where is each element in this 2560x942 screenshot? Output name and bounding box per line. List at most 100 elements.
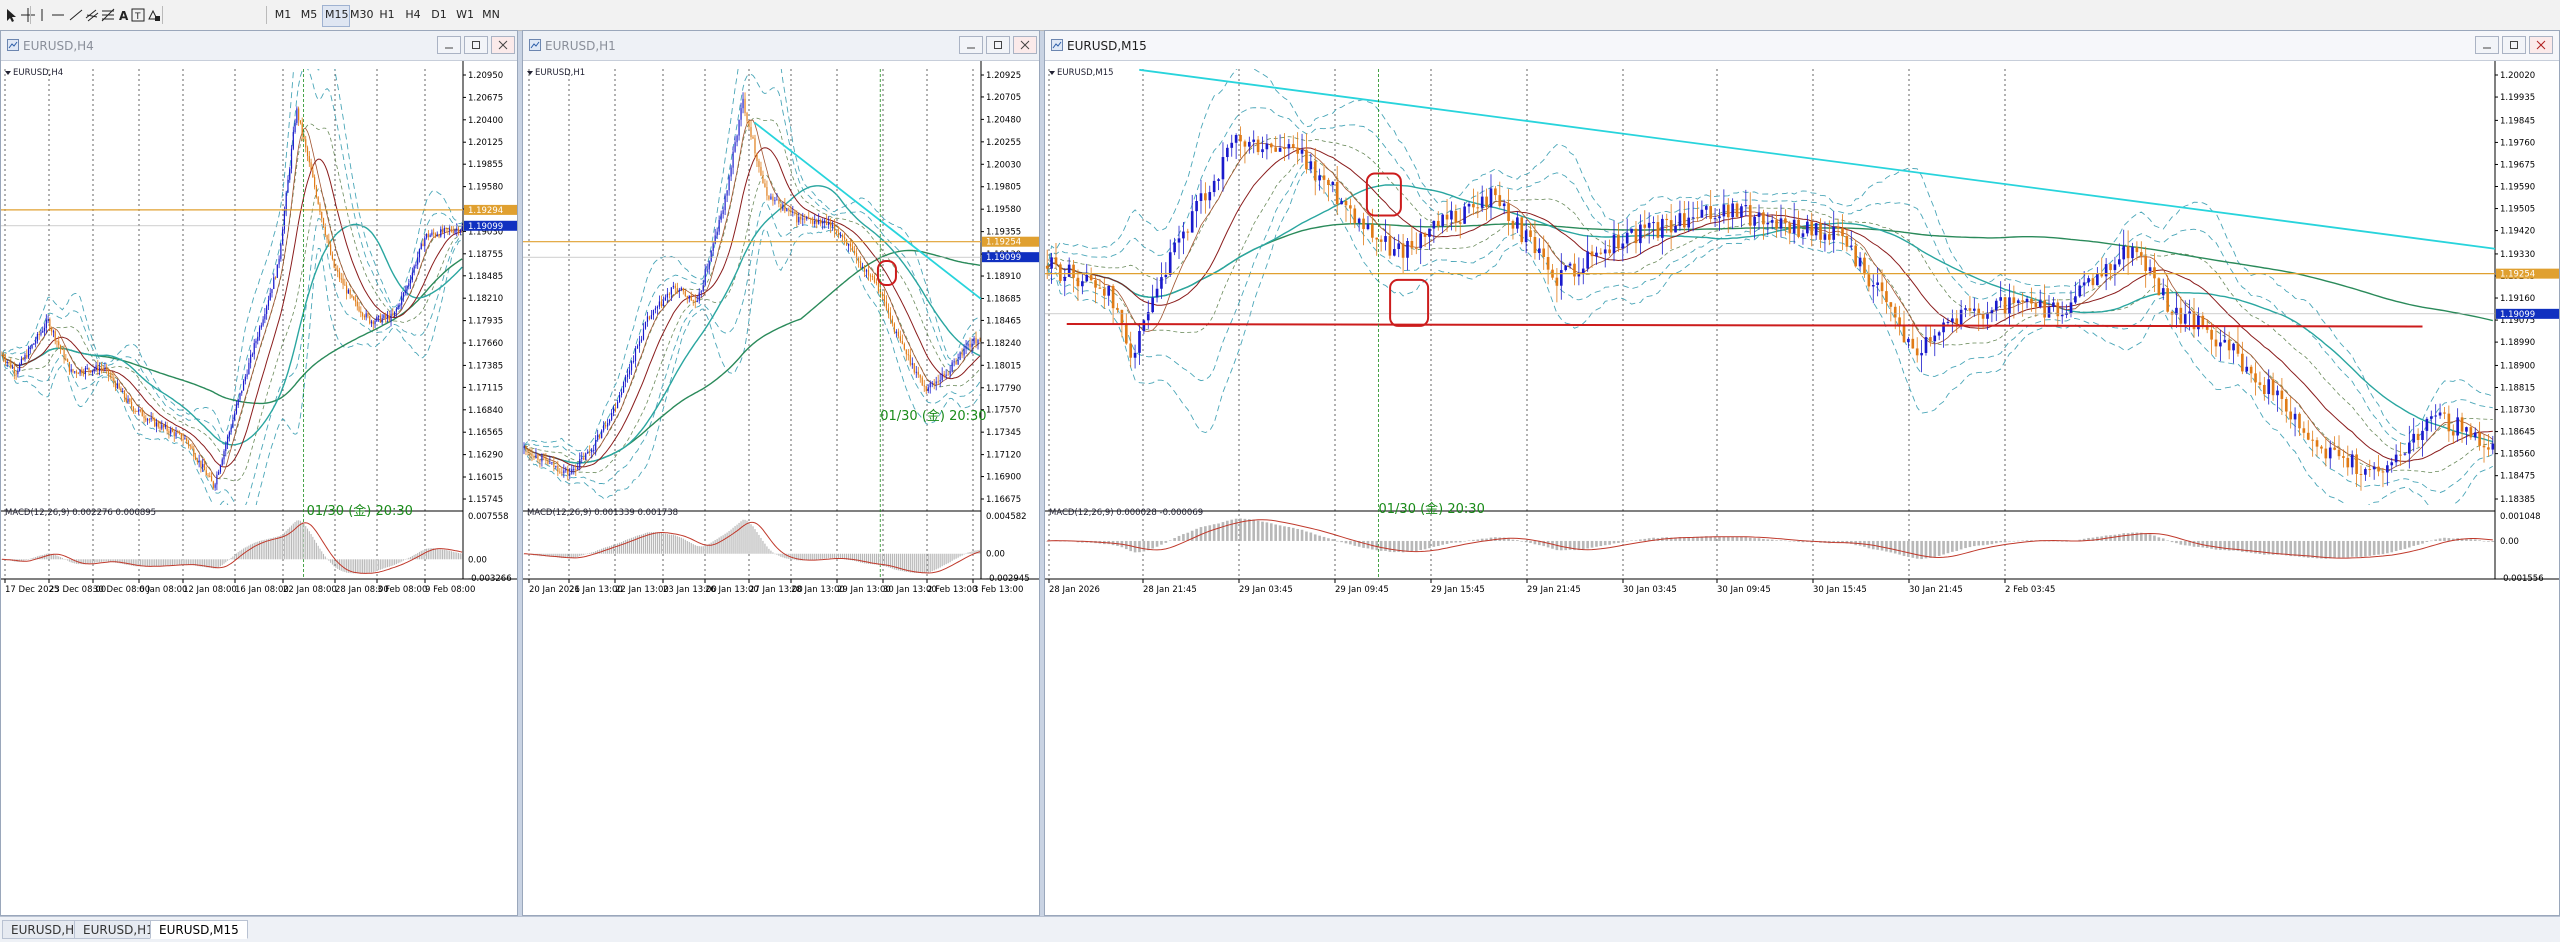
macd-histogram-bar [1458,540,1462,543]
chart-window-m15[interactable]: EURUSD,M15 1.20020 1.19935 1.19845 1.19760 1… [1044,30,2560,916]
timeframe-h4-button[interactable]: H4 [405,8,421,21]
candle-body [141,409,143,417]
candle-body [1265,143,1269,150]
fibonacci-tool-button[interactable] [100,4,116,26]
chart-menu-arrow-icon [1049,71,1055,75]
candle-body [362,313,364,317]
macd-histogram-bar [640,534,643,554]
toolbar-separator [266,6,267,24]
macd-histogram-bar [840,553,842,559]
cursor-icon [7,9,16,22]
candle-body [2350,454,2354,468]
candle-body [374,321,376,325]
macd-histogram-bar [369,559,371,573]
timeframe-h1-button[interactable]: H1 [379,8,395,21]
window-titlebar[interactable]: EURUSD,H1 [523,31,1039,61]
macd-histogram-bar [738,522,740,554]
price-chart-h1[interactable]: 1.209251.207051.204801.202551.200301.198… [523,61,1040,916]
macd-histogram-bar [1212,524,1216,541]
channel-tool-button[interactable] [84,4,100,26]
chart-window-h1[interactable]: EURUSD,H1 1.20925 1.20705 1.20480 1.20255 1.… [522,30,1040,916]
candle-body [395,309,397,312]
candle-body [1766,222,1770,225]
candle-body [726,190,728,196]
shapes-tool-button[interactable] [146,4,162,26]
macd-histogram-bar [378,559,380,571]
price-chart-m15[interactable]: 1.200201.199351.198451.197601.196751.195… [1045,61,2560,916]
text-tool-button[interactable]: A [116,4,132,26]
vertical-line-tool-button[interactable] [34,4,50,26]
macd-histogram-bar [2359,540,2363,557]
candle-body [1322,175,1326,180]
bollinger-lower-2sigma [1046,161,2493,494]
crosshair-tool-button[interactable] [20,4,36,26]
tab-eurusd-h4[interactable]: EURUSD,H4 [2,920,91,939]
timeframe-m15-button[interactable]: M15 [322,5,350,27]
timeframe-d1-button[interactable]: D1 [431,8,447,21]
timeframe-m5-button[interactable]: M5 [300,8,318,21]
cursor-tool-button[interactable] [4,4,20,26]
chart-window-icon [7,39,19,51]
chart-window-h4[interactable]: EURUSD,H4 1.20950 1.20675 1.20400 1.20125 1.… [0,30,518,916]
tab-eurusd-h1[interactable]: EURUSD,H1 [74,920,163,939]
timeframe-w1-button[interactable]: W1 [456,8,474,21]
candle-body [853,250,856,254]
macd-histogram-bar [744,519,746,554]
candle-body [164,425,166,428]
macd-histogram-bar [259,540,261,560]
timeframe-mn-button[interactable]: MN [482,8,500,21]
price-chart-h4[interactable]: 1.209501.206751.204001.201251.198551.195… [1,61,518,916]
macd-histogram-bar [1621,540,1625,543]
minimize-button[interactable] [2475,36,2499,54]
candle-body [640,339,643,342]
close-button[interactable] [2529,36,2553,54]
macd-histogram-bar [975,550,977,554]
macd-histogram-bar [1406,540,1409,552]
macd-histogram-bar [2315,540,2319,559]
macd-histogram-bar [668,534,670,554]
maximize-button[interactable] [2502,36,2526,54]
trendline-tool-button[interactable] [68,4,84,26]
candle-body [636,345,639,349]
macd-histogram-bar [212,559,214,569]
macd-histogram-bar [262,540,264,560]
macd-histogram-bar [913,553,915,573]
macd-histogram-bar [1322,536,1326,541]
macd-histogram-bar [648,532,651,554]
candle-body [1313,161,1317,181]
tab-eurusd-m15[interactable]: EURUSD,M15 [150,920,248,939]
minimize-button[interactable] [959,36,983,54]
candle-body [138,409,140,412]
close-button[interactable] [491,36,515,54]
candle-body [2236,343,2240,354]
candle-body [895,331,897,333]
macd-histogram-bar [1973,540,1976,547]
bollinger-lower-1sigma [1,188,463,482]
candle-body [1384,236,1387,242]
close-button[interactable] [1013,36,1037,54]
candle-body [955,361,957,365]
timeframe-m1-button[interactable]: M1 [274,8,292,21]
macd-histogram-bar [225,559,227,563]
candle-body [36,334,39,341]
price-tick-label: 1.19355 [986,228,1021,238]
macd-histogram-bar [182,559,184,565]
macd-histogram-bar [2412,540,2416,546]
macd-histogram-bar [150,559,152,567]
candle-body [122,391,124,393]
macd-histogram-bar [1538,540,1541,546]
horizontal-line-tool-button[interactable] [50,4,66,26]
candle-body [1639,224,1642,244]
macd-histogram-bar [780,553,782,557]
maximize-button[interactable] [464,36,488,54]
maximize-button[interactable] [986,36,1010,54]
window-titlebar[interactable]: EURUSD,H4 [1,31,517,61]
candle-body [232,419,234,428]
macd-histogram-bar [1801,540,1805,543]
macd-histogram-bar [810,553,812,560]
minimize-button[interactable] [437,36,461,54]
candle-body [1419,233,1422,249]
window-titlebar[interactable]: EURUSD,M15 [1045,31,2559,61]
timeframe-m30-button[interactable]: M30 [350,8,374,21]
text-label-tool-button[interactable]: T [130,4,146,26]
